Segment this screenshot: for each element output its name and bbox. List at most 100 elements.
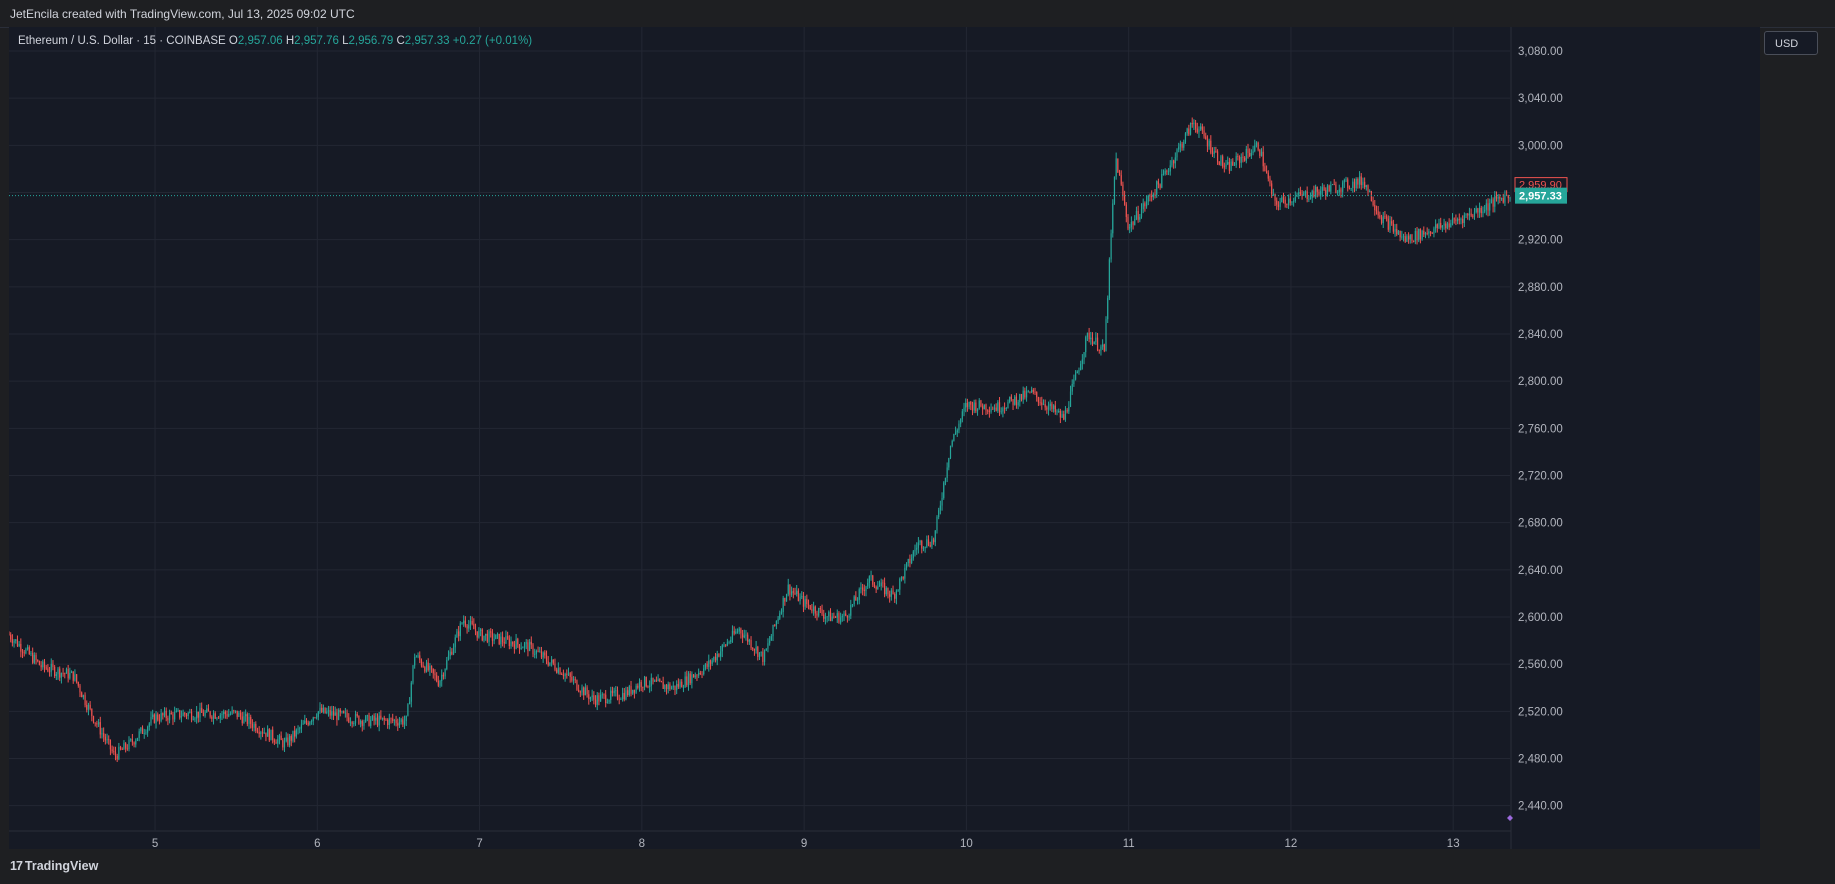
candle-body [454,637,456,648]
candle-body [1462,219,1464,224]
candle-body [873,584,876,587]
candle-body [206,708,208,713]
currency-button[interactable]: USD [1764,31,1818,55]
candle-body [483,635,485,641]
candle-body [45,667,47,669]
candle-body [647,686,649,688]
candle-body [64,673,66,675]
candle-body [970,401,972,405]
candle-body [601,694,603,696]
candle-body [654,680,656,682]
candle-body [894,594,896,599]
candle-body [603,694,605,696]
candle-body [13,640,15,643]
candle-body [1250,153,1252,156]
candle-body [1304,191,1307,193]
candle-body [1330,185,1332,192]
candle-body [449,651,451,656]
candle-body [419,655,421,660]
candle-body [410,682,412,702]
candle-body [946,467,948,478]
candle-body [899,578,901,590]
candle-body [287,737,289,746]
candle-body [1005,408,1007,410]
candle-body [1386,216,1388,219]
candle-body [1402,236,1405,238]
candle-body [1074,373,1077,380]
candle-body [1149,195,1151,197]
candle-body [787,584,789,595]
candle-body [833,616,835,618]
candle-body [10,634,12,640]
candle-body [1063,414,1065,420]
candle-body [498,633,500,645]
candle-body [556,669,558,673]
candle-body [1201,126,1203,131]
candle-body [763,650,766,662]
candle-body [845,613,847,616]
candle-body [745,634,747,636]
candle-body [513,644,516,649]
candle-body [190,711,193,720]
candle-body [880,582,882,587]
candle-body [770,636,772,641]
candle-body [988,410,990,412]
candle-body [1313,190,1315,197]
candle-body [1124,196,1126,205]
candle-body [1223,166,1225,168]
candle-body [598,695,600,702]
candle-body [1066,410,1068,412]
candle-body [1200,126,1202,130]
candle-body [265,732,267,737]
candle-body [92,716,95,723]
candle-body [429,665,431,671]
candle-body [371,715,374,720]
candle-body [392,718,394,721]
candle-body [765,648,767,651]
candle-body [664,685,666,689]
candle-body [59,668,61,678]
candle-body [1044,404,1046,408]
candle-body [895,590,898,599]
y-tick-label: 2,640.00 [1518,565,1563,577]
price-axis-area [1511,27,1760,849]
legend-high: 2,957.76 [294,35,339,47]
candle-body [1306,191,1308,200]
candle-body [1265,171,1268,173]
candle-body [1379,215,1381,218]
candle-body [211,716,213,719]
candle-body [1053,405,1055,409]
candle-body [652,677,654,682]
candle-body [1353,181,1356,189]
chart-svg[interactable]: 2,440.00 2,480.00 2,520.00 2,560.00 2,600.00… [9,27,1760,849]
candle-body [811,609,813,612]
candle-body [1372,201,1374,206]
candle-body [1272,194,1274,195]
candle-body [1397,230,1400,235]
candle-body [1492,199,1494,207]
candle-body [341,711,343,713]
candle-body [1216,151,1219,162]
candle-body [381,717,384,719]
candle-body [126,748,128,750]
tradingview-logo[interactable]: 17 TradingView [10,859,98,873]
candle-body [1293,200,1295,202]
candle-body [856,599,859,601]
candle-body [1130,222,1132,228]
candle-body [1277,204,1280,207]
candle-body [655,680,657,682]
candle-body [736,631,739,633]
candle-body [841,615,843,618]
candle-body [54,666,56,676]
candle-body [207,708,210,712]
candle-body [826,616,828,618]
chart-pane[interactable]: 2,440.00 2,480.00 2,520.00 2,560.00 2,600.00… [9,27,1760,849]
candle-body [696,675,698,677]
candle-body [982,406,984,410]
candle-body [1460,219,1462,221]
candle-body [748,639,750,642]
candle-body [91,708,93,717]
candle-body [258,731,260,735]
candle-body [1096,337,1099,351]
candle-body [324,707,326,714]
